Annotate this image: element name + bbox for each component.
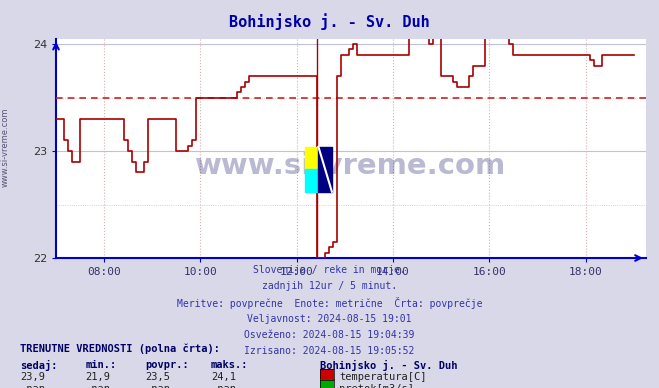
Text: Meritve: povprečne  Enote: metrične  Črta: povprečje: Meritve: povprečne Enote: metrične Črta:… — [177, 297, 482, 309]
Text: sedaj:: sedaj: — [20, 360, 57, 371]
Text: TRENUTNE VREDNOSTI (polna črta):: TRENUTNE VREDNOSTI (polna črta): — [20, 343, 219, 354]
Bar — [305, 147, 318, 169]
Text: -nan: -nan — [145, 384, 170, 388]
Text: -nan: -nan — [211, 384, 236, 388]
Bar — [305, 169, 318, 192]
Text: Bohinjsko j. - Sv. Duh: Bohinjsko j. - Sv. Duh — [320, 360, 457, 371]
Text: Veljavnost: 2024-08-15 19:01: Veljavnost: 2024-08-15 19:01 — [247, 314, 412, 324]
Text: Bohinjsko j. - Sv. Duh: Bohinjsko j. - Sv. Duh — [229, 14, 430, 30]
Text: -nan: -nan — [86, 384, 111, 388]
Text: pretok[m3/s]: pretok[m3/s] — [339, 384, 415, 388]
Text: 23,9: 23,9 — [20, 372, 45, 383]
Text: Osveženo: 2024-08-15 19:04:39: Osveženo: 2024-08-15 19:04:39 — [244, 330, 415, 340]
Text: -nan: -nan — [20, 384, 45, 388]
Text: 23,5: 23,5 — [145, 372, 170, 383]
Text: 24,1: 24,1 — [211, 372, 236, 383]
Text: povpr.:: povpr.: — [145, 360, 188, 370]
Text: www.si-vreme.com: www.si-vreme.com — [195, 152, 507, 180]
Text: Izrisano: 2024-08-15 19:05:52: Izrisano: 2024-08-15 19:05:52 — [244, 346, 415, 356]
Text: 21,9: 21,9 — [86, 372, 111, 383]
Text: www.si-vreme.com: www.si-vreme.com — [1, 108, 10, 187]
Text: temperatura[C]: temperatura[C] — [339, 372, 427, 383]
Text: min.:: min.: — [86, 360, 117, 370]
Text: maks.:: maks.: — [211, 360, 248, 370]
Text: zadnjih 12ur / 5 minut.: zadnjih 12ur / 5 minut. — [262, 281, 397, 291]
Bar — [318, 147, 332, 192]
Text: Slovenija / reke in morje.: Slovenija / reke in morje. — [253, 265, 406, 275]
